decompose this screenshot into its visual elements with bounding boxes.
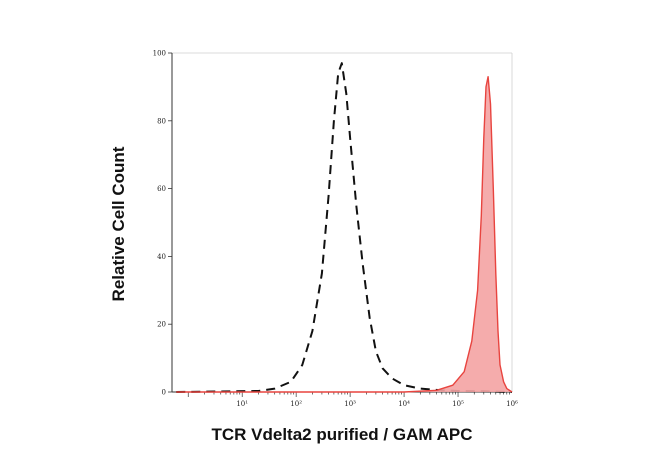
y-tick-label: 100 [153, 50, 166, 58]
x-tick-label: 10⁶ [506, 400, 518, 408]
y-tick-label: 40 [157, 253, 166, 261]
y-axis-ticks: 0 20 40 60 80 100 [153, 50, 172, 397]
x-tick-label: 10⁵ [452, 400, 464, 408]
series-line-0 [176, 62, 513, 393]
series-outline-1 [176, 76, 513, 393]
series-layer [176, 62, 513, 393]
plot-frame [171, 52, 513, 393]
x-axis-title: TCR Vdelta2 purified / GAM APC [211, 425, 472, 444]
series-fill-1 [176, 76, 513, 392]
x-tick-label: 10⁴ [398, 400, 410, 408]
y-tick-label: 20 [157, 321, 166, 329]
y-tick-label: 60 [157, 185, 166, 193]
x-tick-label: 10² [290, 400, 302, 408]
x-tick-label: 10³ [344, 400, 356, 408]
x-tick-label: 10¹ [236, 400, 248, 408]
y-axis-title: Relative Cell Count [109, 146, 128, 301]
x-axis-ticks: 10¹ 10² 10³ 10⁴ 10⁵ 10⁶ [187, 392, 518, 408]
y-tick-label: 80 [157, 117, 166, 125]
y-tick-label: 0 [162, 389, 166, 397]
